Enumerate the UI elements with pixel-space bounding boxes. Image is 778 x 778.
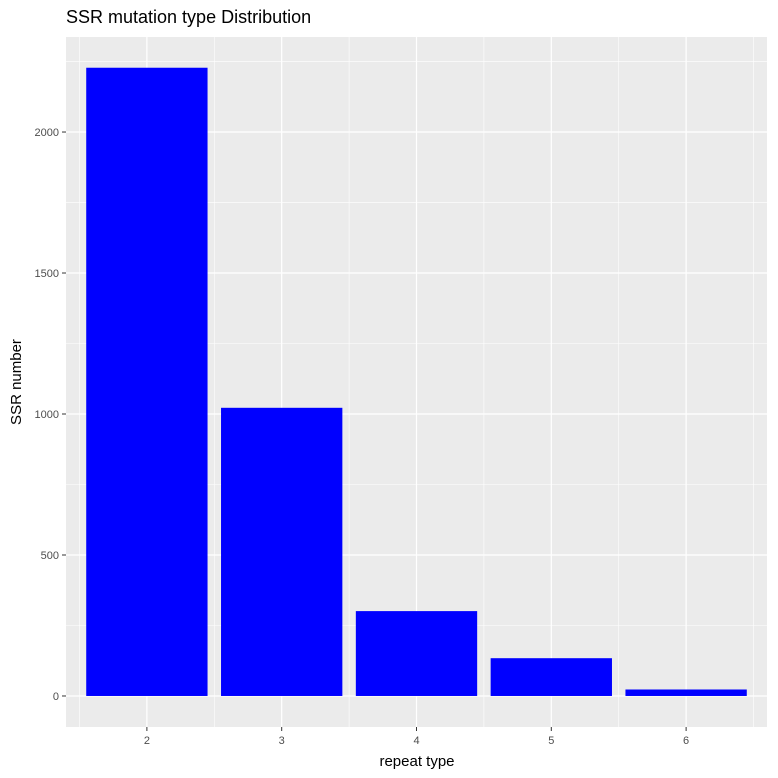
chart-title: SSR mutation type Distribution [66,7,311,27]
bar-4 [355,611,478,696]
x-axis-title: repeat type [379,753,454,770]
y-tick-label: 1500 [35,268,59,280]
x-axis: 2 3 4 5 6 [144,727,689,747]
y-axis: 0 500 1000 1500 2000 [35,127,66,703]
y-tick-label: 500 [41,550,59,562]
bars [86,67,747,696]
bar-6 [625,689,747,696]
bar-5 [490,658,612,696]
x-tick-label: 6 [683,735,689,747]
bar-3 [221,407,343,696]
x-tick-label: 2 [144,735,150,747]
y-axis-title: SSR number [8,339,25,425]
x-tick-label: 4 [413,735,419,747]
y-tick-label: 1000 [35,409,59,421]
x-tick-label: 5 [548,735,554,747]
y-tick-label: 0 [53,691,59,703]
y-tick-label: 2000 [35,127,59,139]
bar-2 [86,67,208,696]
x-tick-label: 3 [279,735,285,747]
